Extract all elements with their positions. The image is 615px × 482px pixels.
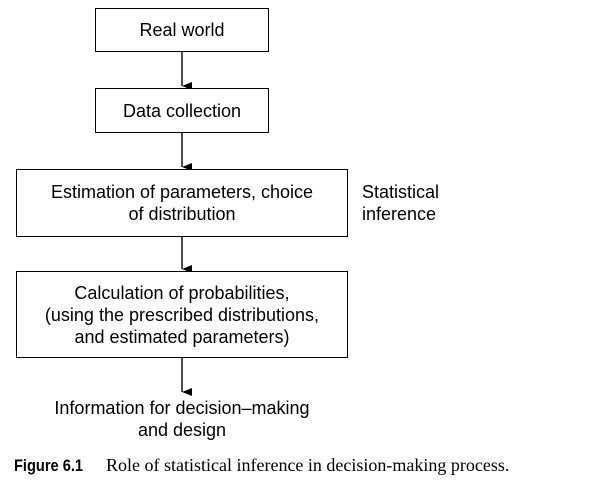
node-label: Real world bbox=[139, 20, 225, 40]
node-data-collection: Data collection bbox=[95, 88, 269, 133]
node-label: Estimation of parameters, choice of dist… bbox=[50, 182, 314, 224]
node-label: Calculation of probabilities, (using the… bbox=[44, 282, 320, 347]
node-real-world: Real world bbox=[95, 8, 269, 52]
node-calculation: Calculation of probabilities, (using the… bbox=[16, 271, 348, 358]
caption-label: Figure 6.1 bbox=[14, 456, 84, 475]
node-label: Data collection bbox=[122, 100, 242, 121]
output-label: Information for decision–making and desi… bbox=[54, 398, 310, 440]
node-estimation: Estimation of parameters, choice of dist… bbox=[16, 169, 348, 237]
caption-text: Role of statistical inference in decisio… bbox=[106, 455, 510, 475]
side-label-statistical-inference: Statistical inference bbox=[362, 182, 440, 224]
figure-caption: Figure 6.1 Role of statistical inference … bbox=[14, 455, 509, 476]
